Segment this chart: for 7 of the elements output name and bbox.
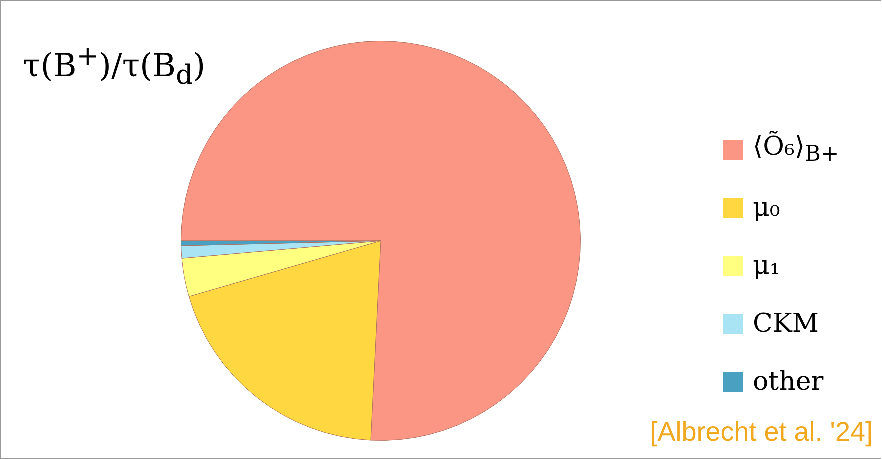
legend-label: other: [753, 367, 824, 397]
chart-title: τ(B$^{+}$)/τ(B$_{d}$): [23, 41, 206, 92]
legend-label: μ₁: [753, 251, 780, 281]
legend-label: CKM: [753, 309, 819, 339]
text: [Albrecht et al. '24]: [650, 417, 873, 448]
legend-label: ⟨Õ₆⟩$_{B+}$: [753, 132, 840, 168]
legend-label: μ₀: [753, 193, 780, 223]
